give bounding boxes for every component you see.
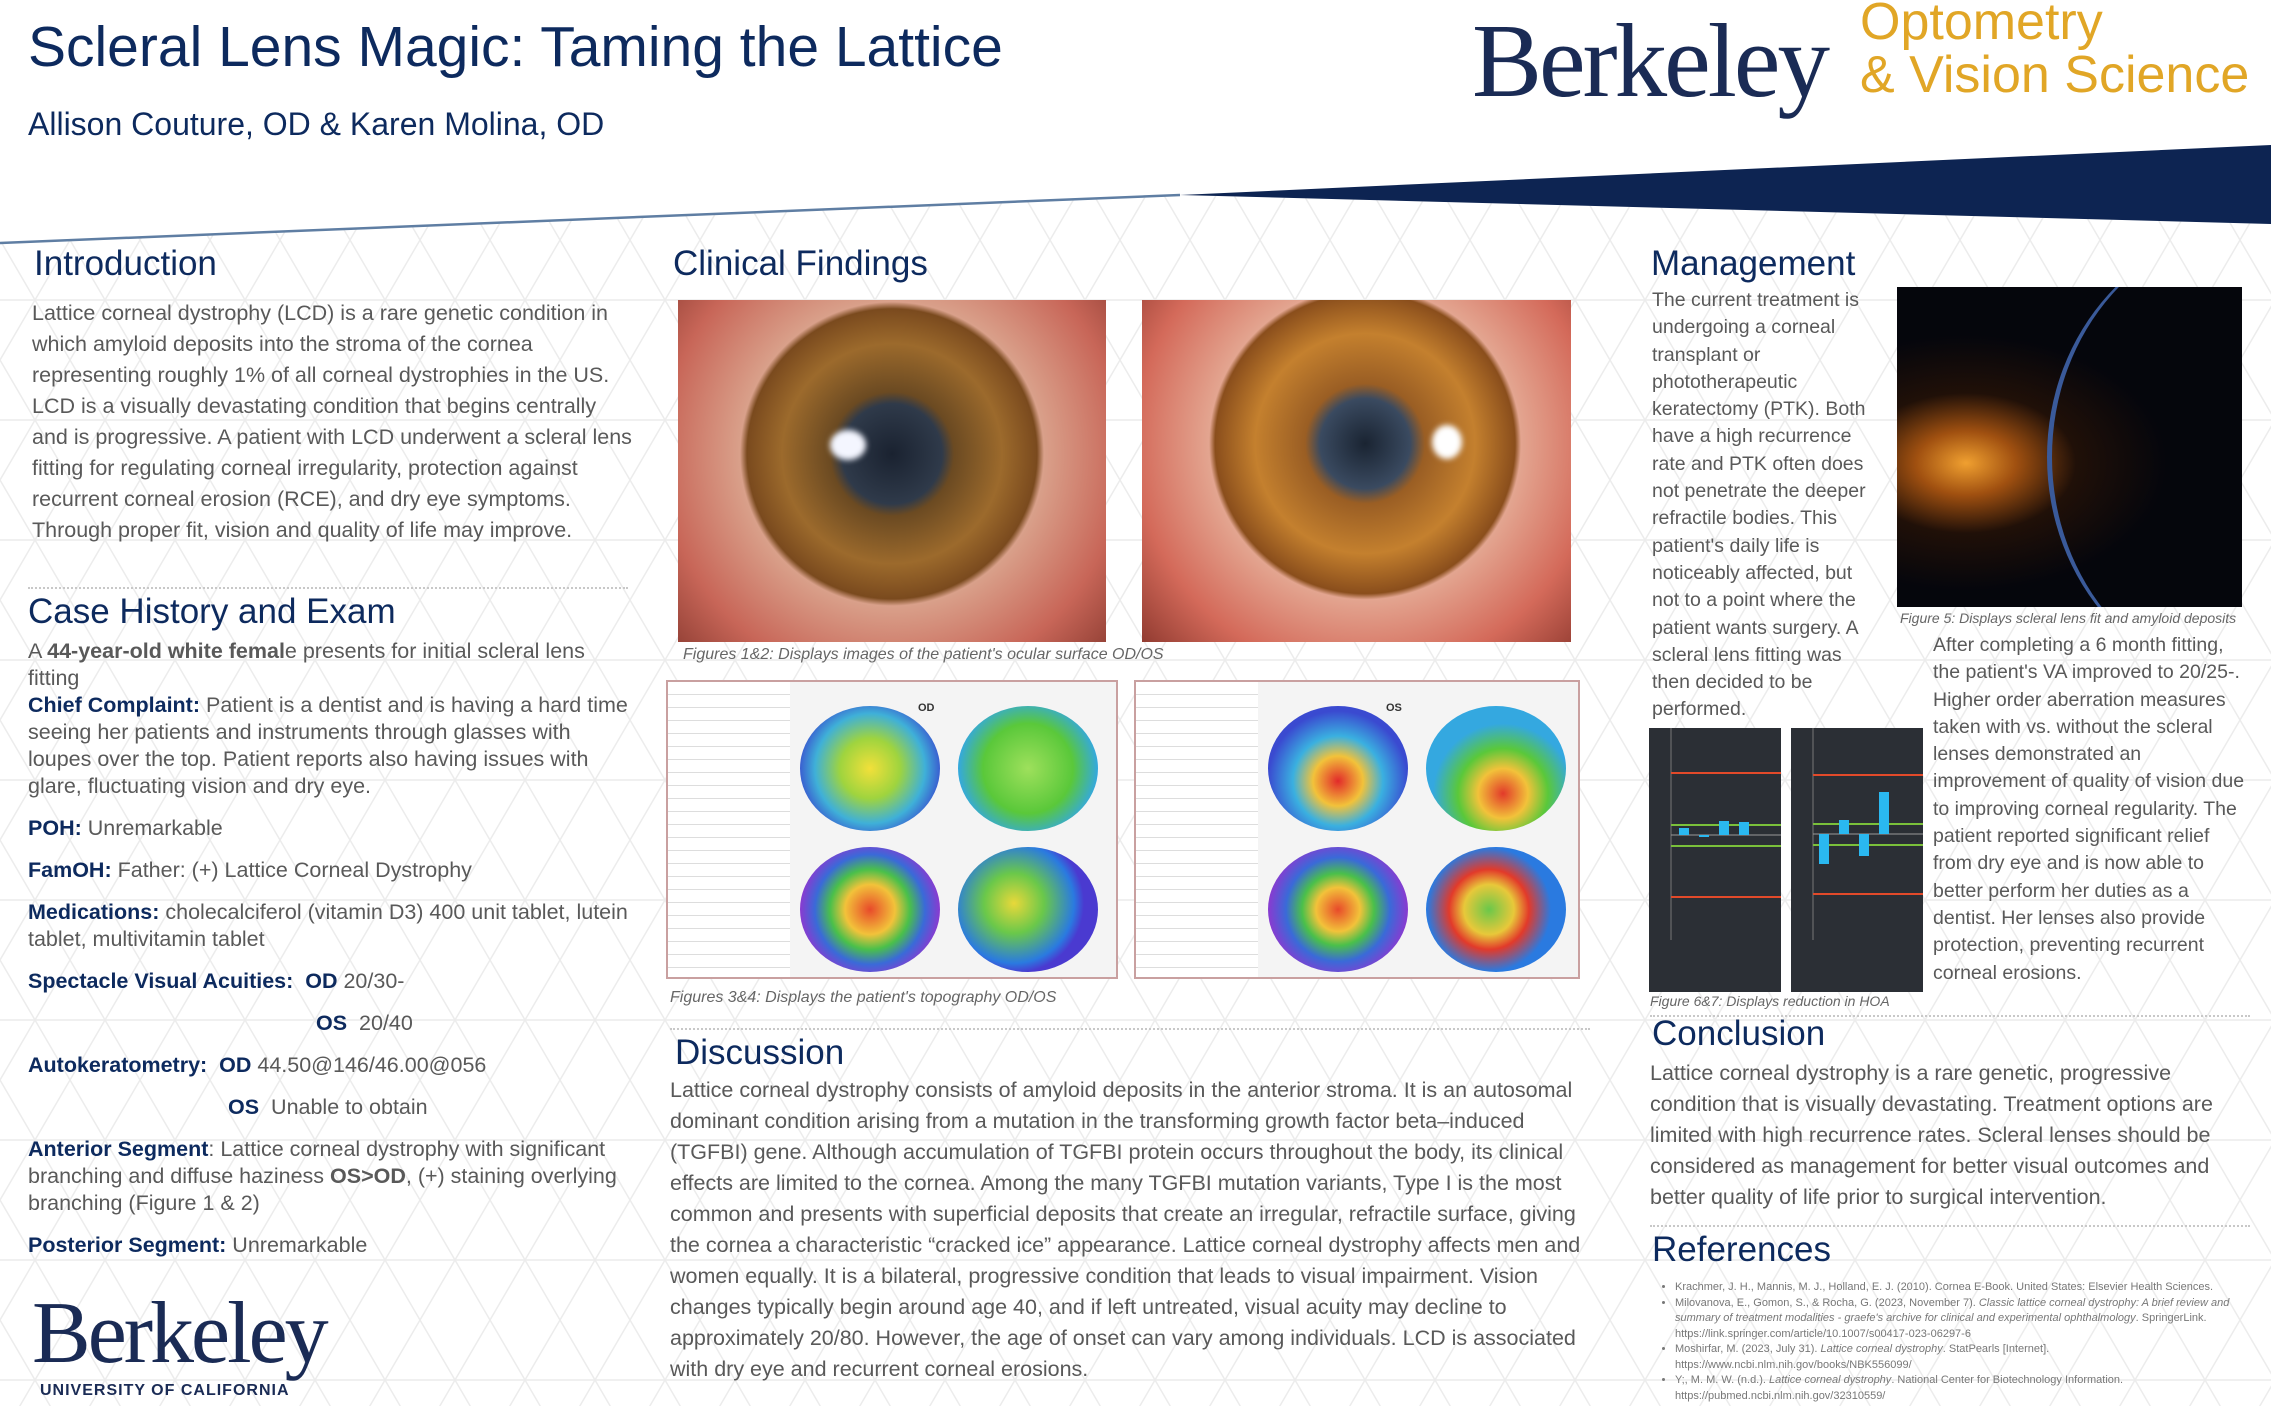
topo-map bbox=[1426, 706, 1566, 831]
figure-3-4-caption: Figures 3&4: Displays the patient's topo… bbox=[670, 989, 1057, 1006]
management-heading: Management bbox=[1651, 244, 1856, 283]
reference-item: Moshirfar, M. (2023, July 31). Lattice c… bbox=[1675, 1342, 2255, 1373]
topo-table bbox=[1136, 682, 1258, 977]
poster-title: Scleral Lens Magic: Taming the Lattice bbox=[28, 15, 1003, 79]
reference-item: Krachmer, J. H., Mannis, M. J., Holland,… bbox=[1675, 1280, 2255, 1296]
figure-1-2-caption: Figures 1&2: Displays images of the pati… bbox=[683, 646, 1164, 663]
topo-label: OD bbox=[918, 702, 935, 714]
discussion-heading: Discussion bbox=[675, 1033, 845, 1072]
logo-line2: & Vision Science bbox=[1860, 46, 2250, 105]
optometry-logo: Optometry & Vision Science bbox=[1860, 0, 2249, 102]
case-history: A 44-year-old white female presents for … bbox=[28, 639, 628, 1257]
topography-od: OD bbox=[666, 680, 1118, 979]
reflection bbox=[1432, 425, 1462, 459]
divider bbox=[28, 587, 628, 589]
figure-5-caption: Figure 5: Displays scleral lens fit and … bbox=[1900, 610, 2237, 626]
hoa-chart-without-lens bbox=[1649, 728, 1781, 992]
eye-photo-od bbox=[678, 300, 1106, 642]
berkeley-footer-logo: Berkeley bbox=[32, 1285, 329, 1382]
topo-label: OS bbox=[1386, 702, 1402, 714]
references-list: Krachmer, J. H., Mannis, M. J., Holland,… bbox=[1655, 1280, 2255, 1404]
topo-map bbox=[800, 847, 940, 972]
reference-item: Milovanova, E., Gomon, S., & Rocha, G. (… bbox=[1675, 1296, 2255, 1343]
topo-map bbox=[1426, 847, 1566, 972]
management-text: The current treatment is undergoing a co… bbox=[1652, 289, 1866, 721]
conclusion-heading: Conclusion bbox=[1652, 1014, 1826, 1053]
topo-map bbox=[958, 847, 1098, 972]
topo-table bbox=[668, 682, 790, 977]
divider bbox=[670, 1028, 1590, 1030]
clinical-heading: Clinical Findings bbox=[673, 244, 928, 283]
conclusion-text: Lattice corneal dystrophy is a rare gene… bbox=[1650, 1061, 2213, 1209]
logo-line1: Optometry bbox=[1860, 0, 2103, 51]
topo-map bbox=[1268, 706, 1408, 831]
uc-label: UNIVERSITY OF CALIFORNIA bbox=[40, 1382, 290, 1399]
topography-os: OS bbox=[1134, 680, 1580, 979]
topo-map bbox=[1268, 847, 1408, 972]
outcome-text: After completing a 6 month fitting, the … bbox=[1933, 634, 2245, 984]
reflection bbox=[830, 430, 866, 460]
berkeley-logo: Berkeley bbox=[1472, 2, 1830, 119]
hoa-charts bbox=[1649, 728, 1923, 992]
topo-map bbox=[800, 706, 940, 831]
lens-edge bbox=[2047, 287, 2242, 607]
scleral-lens-photo bbox=[1897, 287, 2242, 607]
introduction-text: Lattice corneal dystrophy (LCD) is a rar… bbox=[32, 301, 632, 542]
figure-6-7-caption: Figure 6&7: Displays reduction in HOA bbox=[1650, 993, 1890, 1009]
authors: Allison Couture, OD & Karen Molina, OD bbox=[28, 106, 605, 142]
navy-banner bbox=[1180, 145, 2271, 224]
topo-map bbox=[958, 706, 1098, 831]
divider bbox=[1650, 1015, 2250, 1017]
references-heading: References bbox=[1652, 1230, 1831, 1269]
divider bbox=[1650, 1225, 2250, 1227]
hoa-chart-with-lens bbox=[1791, 728, 1923, 992]
reference-item: Y;, M. M. W. (n.d.). Lattice corneal dys… bbox=[1675, 1373, 2255, 1404]
introduction-heading: Introduction bbox=[34, 244, 217, 283]
discussion-text: Lattice corneal dystrophy consists of am… bbox=[670, 1078, 1581, 1381]
case-heading: Case History and Exam bbox=[28, 592, 396, 631]
eye-photo-os bbox=[1142, 300, 1571, 642]
